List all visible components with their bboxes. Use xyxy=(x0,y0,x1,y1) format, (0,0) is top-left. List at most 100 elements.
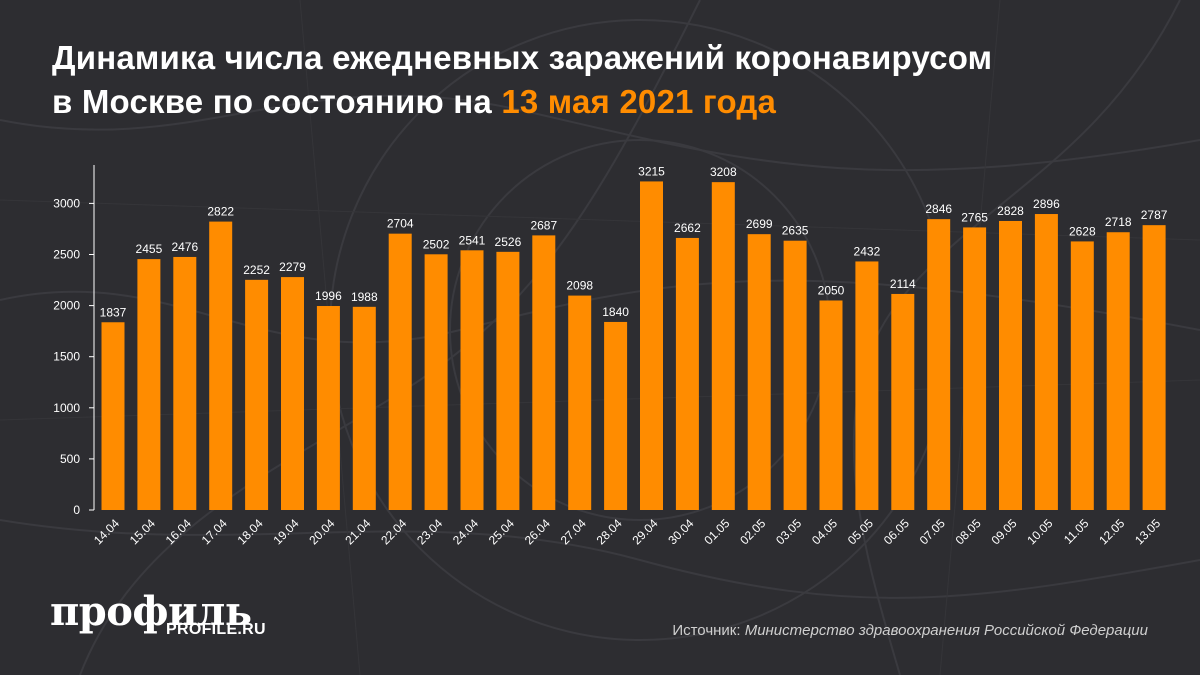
profile-ru-logo-text: PROFILE.RU xyxy=(166,621,266,638)
bar-value-label: 2787 xyxy=(1141,208,1168,222)
bar-value-label: 3208 xyxy=(710,165,737,179)
x-tick-label: 01.05 xyxy=(701,516,732,547)
chart-title: Динамика числа ежедневных заражений коро… xyxy=(52,36,1172,124)
source-value: Министерство здравоохранения Российской … xyxy=(744,622,1148,639)
bar xyxy=(101,322,125,510)
bar xyxy=(137,259,161,510)
bar xyxy=(352,306,376,510)
bar-value-label: 2279 xyxy=(279,260,306,274)
y-tick-label: 2000 xyxy=(53,299,80,313)
bar xyxy=(316,306,340,510)
bar-value-label: 2828 xyxy=(997,204,1024,218)
x-tick-label: 22.04 xyxy=(378,516,409,547)
x-tick-label: 06.05 xyxy=(881,516,912,547)
bar-value-label: 2699 xyxy=(746,217,773,231)
y-tick-label: 1500 xyxy=(53,350,80,364)
bar-value-label: 2635 xyxy=(782,224,809,238)
bar-value-label: 2896 xyxy=(1033,197,1060,211)
bar-value-label: 2687 xyxy=(530,218,557,232)
bars xyxy=(101,181,1166,511)
y-tick-label: 1000 xyxy=(53,401,80,415)
bar-value-label: 2765 xyxy=(961,210,988,224)
x-tick-label: 16.04 xyxy=(163,516,194,547)
y-tick-label: 500 xyxy=(60,452,80,466)
bar xyxy=(173,256,197,510)
value-labels: 1837 2455 2476 2822 2252 2279 1996 1988 2704 2502… xyxy=(100,164,1168,319)
source-note: Источник: Министерство здравоохранения Р… xyxy=(672,622,1148,639)
bar xyxy=(281,277,304,510)
x-tick-label: 27.04 xyxy=(558,516,589,547)
bar xyxy=(209,221,233,510)
x-tick-label: 03.05 xyxy=(773,516,804,547)
x-tick-label: 11.05 xyxy=(1061,516,1092,547)
bar-value-label: 2541 xyxy=(459,233,486,247)
bar-value-label: 1996 xyxy=(315,289,342,303)
bar xyxy=(388,233,412,511)
source-label: Источник: xyxy=(672,622,745,639)
x-tick-label: 23.04 xyxy=(414,516,445,547)
bar xyxy=(1106,232,1130,510)
bar-value-label: 2432 xyxy=(854,244,881,258)
bar-value-label: 1988 xyxy=(351,290,378,304)
x-tick-label: 26.04 xyxy=(522,516,553,547)
bar-value-label: 2476 xyxy=(171,240,198,254)
bar xyxy=(963,227,987,511)
bar xyxy=(604,321,628,510)
bar xyxy=(747,234,771,510)
title-line-2-prefix: в Москве по состоянию на xyxy=(52,83,502,120)
x-tick-label: 14.04 xyxy=(91,516,122,547)
bar xyxy=(640,181,663,510)
y-tick-label: 2500 xyxy=(53,248,80,262)
x-tick-label: 15.04 xyxy=(127,516,158,547)
bar xyxy=(819,300,843,510)
bar-value-label: 2662 xyxy=(674,221,701,235)
bar xyxy=(460,250,484,510)
bar-value-label: 2718 xyxy=(1105,215,1132,229)
x-tick-label: 24.04 xyxy=(450,516,481,547)
bar xyxy=(891,293,915,510)
x-tick-label: 21.04 xyxy=(342,516,373,547)
x-tick-label: 25.04 xyxy=(486,516,517,547)
x-tick-label: 02.05 xyxy=(737,516,768,547)
profil-logo: профиль xyxy=(50,588,252,635)
x-tick-label: 19.04 xyxy=(270,516,301,547)
x-tick-label: 07.05 xyxy=(917,516,948,547)
bar-value-label: 1837 xyxy=(100,305,127,319)
x-tick-label: 10.05 xyxy=(1024,516,1055,547)
x-tick-label: 20.04 xyxy=(306,516,337,547)
bar xyxy=(568,295,592,510)
x-tick-label: 09.05 xyxy=(988,516,1019,547)
x-tick-label: 30.04 xyxy=(665,516,696,547)
title-date-accent: 13 мая 2021 года xyxy=(501,83,777,120)
bar xyxy=(711,182,735,510)
bar-value-label: 2098 xyxy=(566,279,593,293)
x-tick-label: 08.05 xyxy=(953,516,984,547)
x-tick-label: 12.05 xyxy=(1096,516,1127,547)
x-tick-label: 13.05 xyxy=(1132,516,1163,547)
bar-value-label: 2502 xyxy=(423,237,450,251)
bar-value-label: 2455 xyxy=(136,242,163,256)
bar-value-label: 2822 xyxy=(207,205,234,219)
bar xyxy=(783,240,807,510)
x-tick-label: 28.04 xyxy=(594,516,625,547)
x-tick-label: 29.04 xyxy=(629,516,660,547)
x-tick-label: 18.04 xyxy=(235,516,266,547)
x-axis-labels: 14.04 15.04 16.04 17.04 18.04 19.04 20.04 21.04… xyxy=(91,516,1163,547)
bar xyxy=(1034,214,1058,510)
title-line-2: в Москве по состоянию на 13 мая 2021 год… xyxy=(52,80,1172,124)
bar xyxy=(1070,241,1094,510)
x-tick-label: 04.05 xyxy=(809,516,840,547)
bar xyxy=(424,254,448,510)
bar xyxy=(927,219,951,510)
bar-value-label: 2050 xyxy=(818,283,845,297)
x-tick-label: 05.05 xyxy=(845,516,876,547)
bar xyxy=(675,237,699,510)
bar xyxy=(855,261,879,510)
bar-value-label: 2704 xyxy=(387,217,414,231)
bar-value-label: 2628 xyxy=(1069,224,1096,238)
y-tick-label: 0 xyxy=(73,503,80,517)
bar-value-label: 2846 xyxy=(925,202,952,216)
bar-value-label: 3215 xyxy=(638,164,665,178)
bar-value-label: 1840 xyxy=(602,305,629,319)
